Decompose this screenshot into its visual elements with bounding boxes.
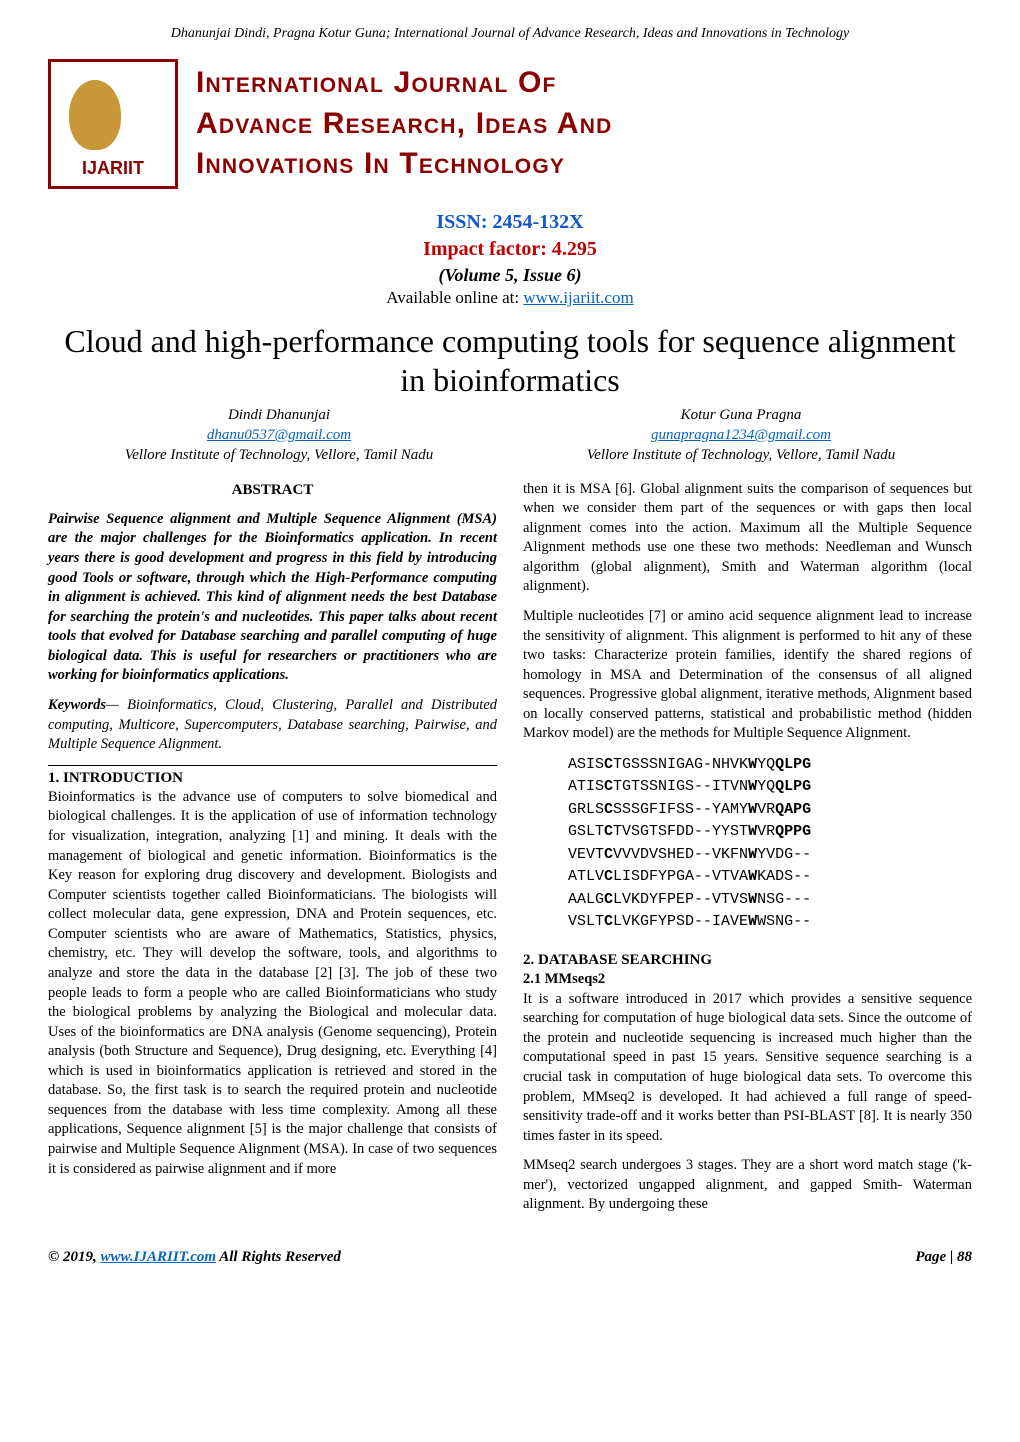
- msa-row: ASISCTGSSSNIGAG-NHVKWYQQLPG: [568, 754, 972, 777]
- publication-meta: ISSN: 2454-132X Impact factor: 4.295 (Vo…: [48, 209, 972, 310]
- abstract-heading: ABSTRACT: [48, 480, 497, 500]
- authors-block: Dindi Dhanunjai dhanu0537@gmail.com Vell…: [48, 405, 972, 466]
- section-2-1-heading: 2.1 MMseqs2: [523, 970, 972, 990]
- author-1: Dindi Dhanunjai dhanu0537@gmail.com Vell…: [125, 405, 434, 466]
- intro-para-2: then it is MSA [6]. Global alignment sui…: [523, 480, 972, 597]
- footer-link[interactable]: www.IJARIIT.com: [100, 1249, 216, 1265]
- intro-para-1: Bioinformatics is the advance use of com…: [48, 788, 497, 1179]
- author-1-name: Dindi Dhanunjai: [125, 405, 434, 425]
- msa-alignment-figure: ASISCTGSSSNIGAG-NHVKWYQQLPGATISCTGTSSNIG…: [568, 754, 972, 934]
- impact-factor: Impact factor: 4.295: [48, 236, 972, 263]
- msa-row: ATLVCLISDFYPGA--VTVAWKADS--: [568, 866, 972, 889]
- author-2-name: Kotur Guna Pragna: [587, 405, 896, 425]
- msa-row: GRLSCSSSGFIFSS--YAMYWVRQAPG: [568, 799, 972, 822]
- journal-name: International Journal Of Advance Researc…: [196, 63, 612, 185]
- issn: ISSN: 2454-132X: [48, 209, 972, 236]
- volume-issue: (Volume 5, Issue 6): [48, 263, 972, 287]
- section-2-heading: 2. DATABASE SEARCHING: [523, 948, 972, 970]
- available-online: Available online at: www.ijariit.com: [48, 287, 972, 310]
- msa-row: VSLTCLVKGFYPSD--IAVEWWSNG--: [568, 911, 972, 934]
- msa-row: ATISCTGTSSNIGS--ITVNWYQQLPG: [568, 776, 972, 799]
- keywords-body: — Bioinformatics, Cloud, Clustering, Par…: [48, 697, 497, 752]
- msa-row: GSLTCTVSGTSFDD--YYSTWVRQPPG: [568, 821, 972, 844]
- journal-name-line2: Advance Research, Ideas And: [196, 104, 612, 145]
- keywords-label: Keywords: [48, 697, 106, 713]
- author-1-affiliation: Vellore Institute of Technology, Vellore…: [125, 445, 434, 465]
- footer-copyright: © 2019,: [48, 1249, 100, 1265]
- page-footer: © 2019, www.IJARIIT.com All Rights Reser…: [48, 1247, 972, 1267]
- author-2: Kotur Guna Pragna gunapragna1234@gmail.c…: [587, 405, 896, 466]
- abstract-body: Pairwise Sequence alignment and Multiple…: [48, 510, 497, 686]
- keywords: Keywords— Bioinformatics, Cloud, Cluster…: [48, 696, 497, 755]
- footer-page-number: Page | 88: [915, 1247, 972, 1267]
- footer-left: © 2019, www.IJARIIT.com All Rights Reser…: [48, 1247, 341, 1267]
- intro-para-3: Multiple nucleotides [7] or amino acid s…: [523, 607, 972, 744]
- db-para-1: It is a software introduced in 2017 whic…: [523, 990, 972, 1147]
- author-2-affiliation: Vellore Institute of Technology, Vellore…: [587, 445, 896, 465]
- footer-rights: All Rights Reserved: [216, 1249, 341, 1265]
- body-columns: ABSTRACT Pairwise Sequence alignment and…: [48, 480, 972, 1225]
- section-1-heading: 1. INTRODUCTION: [48, 765, 497, 788]
- author-2-email-link[interactable]: gunapragna1234@gmail.com: [651, 427, 831, 443]
- msa-row: AALGCLVKDYFPEP--VTVSWNSG---: [568, 889, 972, 912]
- journal-name-line1: International Journal Of: [196, 63, 612, 104]
- journal-url-link[interactable]: www.ijariit.com: [523, 288, 633, 307]
- msa-row: VEVTCVVVDVSHED--VKFNWYVDG--: [568, 844, 972, 867]
- db-para-2: MMseq2 search undergoes 3 stages. They a…: [523, 1156, 972, 1215]
- available-prefix: Available online at:: [386, 288, 523, 307]
- journal-logo-block: International Journal Of Advance Researc…: [48, 59, 972, 189]
- journal-logo-icon: [48, 59, 178, 189]
- running-header: Dhanunjai Dindi, Pragna Kotur Guna; Inte…: [48, 25, 972, 44]
- author-1-email-link[interactable]: dhanu0537@gmail.com: [207, 427, 351, 443]
- paper-title: Cloud and high-performance computing too…: [48, 322, 972, 399]
- journal-name-line3: Innovations In Technology: [196, 144, 612, 185]
